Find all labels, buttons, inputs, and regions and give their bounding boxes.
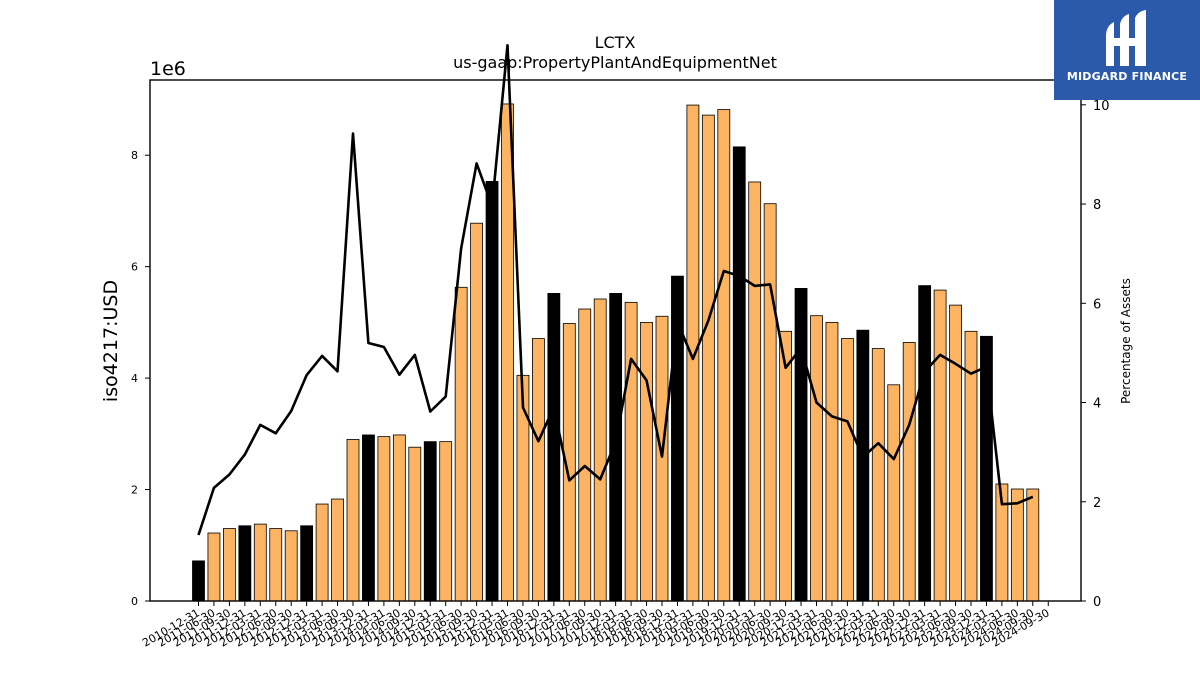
axes: 0246802468102010-12-312011-06-302011-09-… [131,79,1110,650]
bar [609,293,623,602]
bar [207,532,221,602]
bar [949,304,962,602]
bar [1010,488,1024,602]
bar [439,441,453,602]
bar [871,348,885,602]
bar [655,315,669,602]
bar [346,439,360,602]
bar [547,293,561,602]
y2-tick-label: 2 [1093,496,1101,511]
bar [624,301,638,602]
y2-tick-label: 6 [1093,297,1101,312]
y-tick-label: 6 [131,261,138,274]
line-group [197,43,1034,536]
bar [701,114,715,602]
y-tick-label: 0 [131,595,138,608]
bar [408,446,422,602]
bar [841,338,854,602]
bar [392,434,406,602]
y2-tick-label: 4 [1093,397,1101,412]
bar [269,528,283,602]
bar [485,181,499,602]
bar [686,104,700,602]
y2-tick-label: 8 [1093,198,1101,213]
y-tick-label: 2 [131,484,138,497]
y-axis-label: iso4217:USD [100,280,122,402]
bar [810,315,823,602]
bar [532,338,545,602]
bar [856,329,870,602]
brand-logo: MIDGARD FINANCE [1054,0,1200,100]
bar [918,285,932,602]
bar [717,109,731,602]
bar [825,321,839,602]
y2-tick-label: 0 [1093,595,1101,610]
chart-subtitle: us-gaap:PropertyPlantAndEquipmentNet [453,53,777,72]
bar [315,503,329,602]
bar [377,436,391,602]
bar [902,342,916,602]
bar [470,222,484,602]
bar [423,441,437,602]
y-tick-label: 8 [131,149,138,162]
bar [593,298,607,602]
bar [794,287,808,602]
chart-title: LCTX [595,33,636,52]
y-offset-label: 1e6 [150,58,186,80]
y-tick-label: 4 [131,372,138,385]
bar [253,523,267,602]
bar [933,289,947,602]
y2-tick-label: 10 [1093,99,1110,114]
logo-text: MIDGARD FINANCE [1066,70,1188,83]
bar [192,560,205,602]
bar [748,181,762,602]
bar [222,528,236,602]
bar [763,203,777,602]
bar [887,384,901,602]
y2-axis-label: Percentage of Assets [1119,278,1133,404]
bar [454,286,468,602]
bar [300,525,314,602]
bar [779,330,792,602]
bar [732,146,746,602]
bar [331,498,344,602]
bar [578,308,592,602]
bar [362,434,375,602]
bar [284,530,298,602]
bar-group [192,103,1040,602]
bar [501,103,514,602]
bar [640,321,653,602]
series-line [197,43,1034,536]
bar [1026,488,1040,602]
bar [238,525,252,602]
logo-icon [1106,10,1146,66]
